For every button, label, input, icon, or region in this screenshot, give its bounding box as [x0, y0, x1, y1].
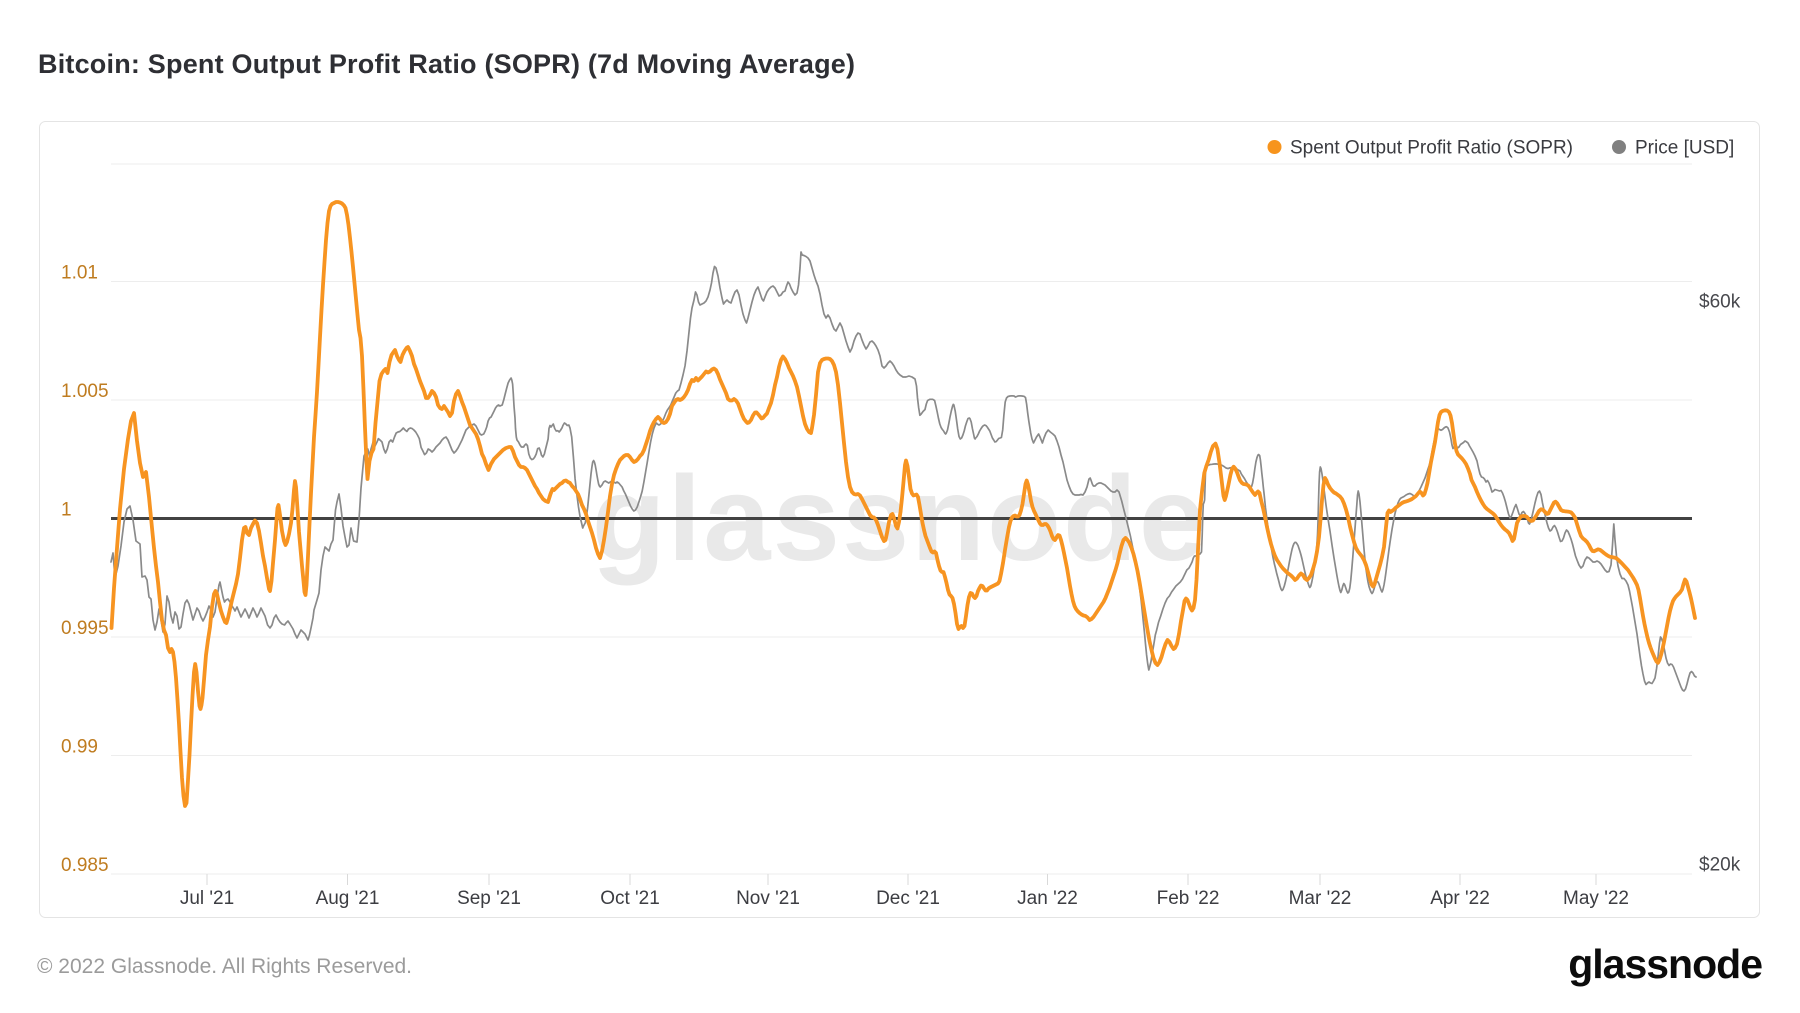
svg-text:0.995: 0.995 — [61, 618, 109, 639]
svg-text:Spent Output Profit Ratio (SOP: Spent Output Profit Ratio (SOPR) — [1290, 138, 1573, 159]
svg-text:May '22: May '22 — [1563, 888, 1629, 909]
svg-text:Dec '21: Dec '21 — [876, 888, 940, 909]
svg-text:1.005: 1.005 — [61, 381, 109, 402]
svg-text:Nov '21: Nov '21 — [736, 888, 800, 909]
svg-text:Feb '22: Feb '22 — [1157, 888, 1220, 909]
svg-text:1: 1 — [61, 500, 72, 521]
svg-text:Sep '21: Sep '21 — [457, 888, 521, 909]
svg-text:Jan '22: Jan '22 — [1017, 888, 1078, 909]
svg-text:Aug '21: Aug '21 — [316, 888, 380, 909]
svg-text:$20k: $20k — [1699, 855, 1741, 876]
svg-text:1.01: 1.01 — [61, 263, 98, 284]
svg-text:Mar '22: Mar '22 — [1289, 888, 1352, 909]
svg-text:Jul '21: Jul '21 — [180, 888, 234, 909]
svg-text:0.985: 0.985 — [61, 855, 109, 876]
svg-text:Price [USD]: Price [USD] — [1635, 138, 1734, 159]
svg-text:0.99: 0.99 — [61, 737, 98, 758]
svg-text:Oct '21: Oct '21 — [600, 888, 660, 909]
svg-text:Apr '22: Apr '22 — [1430, 888, 1490, 909]
svg-text:$60k: $60k — [1699, 292, 1741, 313]
